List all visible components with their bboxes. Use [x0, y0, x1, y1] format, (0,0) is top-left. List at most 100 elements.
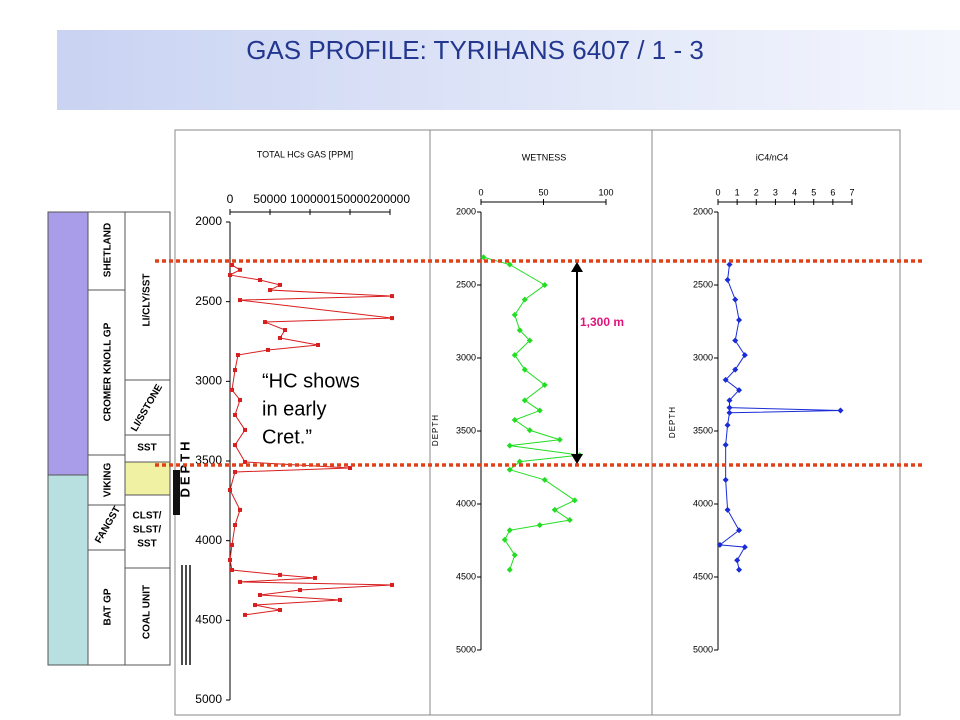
data-point	[724, 276, 731, 283]
x-tick-label: 150000	[330, 192, 370, 206]
x-tick-label: 5	[811, 187, 816, 197]
y-tick-label: 3000	[195, 374, 222, 388]
y-tick-label: 3500	[195, 453, 222, 467]
data-point	[526, 427, 533, 434]
data-point	[736, 387, 743, 394]
data-point	[480, 254, 487, 261]
data-point	[258, 277, 262, 282]
group-label: CROMER KNOLL GP	[103, 322, 114, 421]
data-point	[233, 368, 237, 373]
x-tick-label: 50	[538, 187, 548, 197]
data-point	[506, 466, 513, 473]
data-point	[233, 523, 237, 528]
data-point	[541, 476, 548, 483]
slide-title: GAS PROFILE: TYRIHANS 6407 / 1 - 3	[246, 35, 704, 65]
data-point	[278, 335, 282, 340]
y-tick-label: 4500	[195, 613, 222, 627]
core-bar	[173, 470, 180, 515]
data-point	[741, 352, 748, 359]
data-point	[501, 536, 508, 543]
coal-stripes	[181, 565, 191, 665]
litho-label: SLST/	[133, 525, 162, 536]
data-point	[521, 397, 528, 404]
data-point	[243, 459, 247, 464]
data-point	[732, 337, 739, 344]
data-point	[571, 497, 578, 504]
data-point	[736, 317, 743, 324]
x-tick-label: 100000	[290, 192, 330, 206]
data-point	[732, 366, 739, 373]
data-point	[724, 506, 731, 513]
interval-label: 1,300 m	[580, 315, 624, 329]
data-point	[253, 603, 257, 608]
data-point	[316, 343, 320, 348]
x-tick-label: 0	[715, 187, 720, 197]
data-point	[230, 542, 234, 547]
y-tick-label: 4000	[693, 498, 713, 508]
data-point	[278, 572, 282, 577]
litho-block	[124, 461, 171, 496]
data-point	[283, 328, 287, 333]
title-band	[57, 30, 960, 110]
data-point	[521, 296, 528, 303]
data-point	[268, 288, 272, 293]
data-point	[732, 296, 739, 303]
data-point	[736, 527, 743, 534]
litho-label: SST	[137, 443, 156, 454]
x-tick-label: 1	[735, 187, 740, 197]
data-point	[506, 527, 513, 534]
annotation: in early	[262, 398, 326, 420]
x-tick-label: 100	[598, 187, 613, 197]
data-point	[236, 353, 240, 358]
data-point	[390, 582, 394, 587]
data-point	[238, 298, 242, 303]
data-point	[258, 592, 262, 597]
y-tick-label: 4500	[456, 571, 476, 581]
y-tick-label: 2500	[195, 294, 222, 308]
y-tick-label: 4000	[195, 533, 222, 547]
data-point	[313, 575, 317, 580]
data-point	[726, 261, 733, 268]
data-point	[722, 376, 729, 383]
x-tick-label: 0	[227, 192, 234, 206]
y-tick-label: 5000	[456, 644, 476, 654]
litho-label: LI/CLY/SST	[142, 274, 153, 327]
x-tick-label: 4	[792, 187, 797, 197]
data-point	[233, 412, 237, 417]
litho-label: COAL UNIT	[142, 585, 153, 639]
x-tick-label: 7	[849, 187, 854, 197]
panel-frame	[174, 129, 901, 716]
group-label: BAT GP	[103, 588, 114, 625]
data-point	[511, 417, 518, 424]
data-point	[516, 458, 523, 465]
data-point	[516, 327, 523, 334]
data-point	[238, 507, 242, 512]
data-point	[228, 273, 232, 278]
data-line	[228, 264, 393, 616]
x-tick-label: 2	[754, 187, 759, 197]
data-point	[734, 557, 741, 564]
data-point	[521, 366, 528, 373]
x-tick-label: 3	[773, 187, 778, 197]
era-block	[47, 211, 89, 476]
data-point	[263, 320, 267, 325]
data-point	[551, 506, 558, 513]
chart-title: TOTAL HCs GAS [PPM]	[257, 149, 353, 159]
data-point	[511, 311, 518, 318]
y-tick-label: 2000	[195, 214, 222, 228]
y-axis-label: DEPTH	[668, 406, 677, 438]
data-point	[243, 612, 247, 617]
y-tick-label: 3000	[693, 352, 713, 362]
data-point	[230, 263, 234, 268]
y-tick-label: 5000	[693, 644, 713, 654]
data-point	[230, 387, 234, 392]
data-point	[716, 541, 723, 548]
y-tick-label: 2500	[693, 279, 713, 289]
y-tick-label: 5000	[195, 692, 222, 706]
y-tick-label: 3500	[456, 425, 476, 435]
x-tick-label: 50000	[253, 192, 287, 206]
chart-title: iC4/nC4	[756, 152, 789, 162]
y-axis-label: DEPTH	[177, 438, 192, 497]
